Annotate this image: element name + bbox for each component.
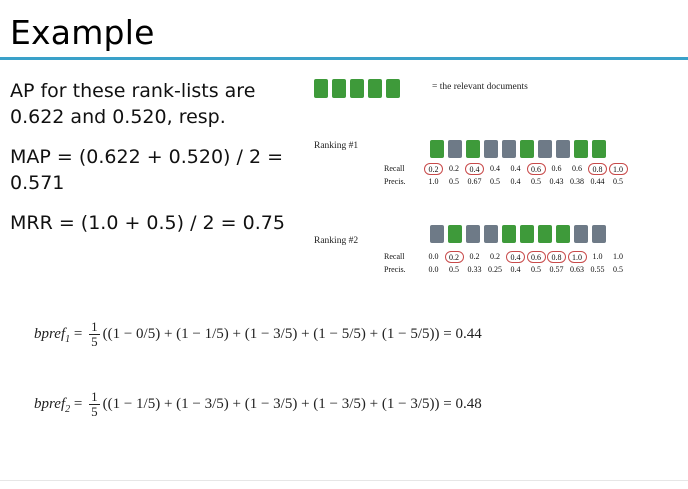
precision-value: 0.25 [488,265,502,274]
bpref-subscript: 2 [65,403,71,415]
recall-label: Recall [384,252,405,261]
precision-value: 0.5 [449,177,459,186]
recall-value: 1.0 [613,252,623,261]
precision-value: 0.55 [590,265,605,274]
recall-value: 1.0 [608,163,628,175]
recall-value: 1.0 [567,251,587,263]
legend-relevant-box [332,79,346,98]
precision-value: 0.5 [613,177,623,186]
precision-value: 0.33 [467,265,482,274]
bpref-2-formula: bpref2 = 1 5 ((1 − 1/5) + (1 − 3/5) + (1 −… [34,390,482,419]
relevant-document-box [520,140,534,158]
bullet-mrr: MRR = (1.0 + 0.5) / 2 = 0.75 [10,212,285,234]
legend-relevant-box [350,79,364,98]
recall-value: 0.4 [506,251,525,263]
recall-value: 0.6 [526,251,546,263]
bpref-symbol: bpref1 [34,325,71,345]
precision-value: 1.0 [428,177,439,186]
non-relevant-document-box [484,140,498,158]
precision-value: 0.57 [549,265,564,274]
precision-label: Precis. [384,265,406,274]
relevant-document-box [502,225,516,243]
recall-value: 0.4 [510,164,521,173]
recall-value: 0.0 [428,252,439,261]
fraction-numerator: 1 [89,319,100,335]
precision-value: 0.5 [531,177,541,186]
ranking-2-label: Ranking #2 [314,236,359,246]
recall-value: 0.6 [572,164,582,173]
legend: = the relevant documents [314,79,528,98]
non-relevant-document-box [592,225,606,243]
relevant-document-box [466,140,480,158]
relevant-document-box [592,140,606,158]
precision-value: 0.44 [590,177,605,186]
recall-value: 0.2 [449,164,459,173]
title-underline [0,57,688,60]
bullet-list: AP for these rank-lists are 0.622 and 0.… [10,78,310,250]
precision-label: Precis. [384,177,406,186]
precision-value: 0.5 [531,265,541,274]
bpref-subscript: 1 [65,333,71,345]
precision-value: 0.63 [570,265,584,274]
legend-relevant-boxes [314,79,404,98]
bullet-ap: AP for these rank-lists are 0.622 and 0.… [10,80,256,128]
relevant-document-box [538,225,552,243]
legend-relevant-box [386,79,400,98]
slide-title: Example [10,13,155,52]
precision-value: 0.67 [467,177,482,186]
recall-value: 0.6 [551,164,562,173]
recall-label: Recall [384,164,405,173]
relevant-document-box [448,225,462,243]
precision-value: 0.5 [449,265,459,274]
legend-text: = the relevant documents [432,82,528,92]
legend-relevant-box [368,79,382,98]
recall-value: 0.2 [444,251,464,263]
precision-value: 0.38 [570,177,584,186]
non-relevant-document-box [448,140,462,158]
formula-expression: ((1 − 0/5) + (1 − 1/5) + (1 − 3/5) + (1 … [102,325,482,342]
relevant-document-box [574,140,588,158]
non-relevant-document-box [538,140,552,158]
non-relevant-document-box [466,225,480,243]
recall-value: 0.4 [465,163,484,175]
precision-value: 0.4 [510,265,521,274]
bpref-symbol: bpref2 [34,395,71,415]
ranking-1-documents [430,140,610,158]
relevant-document-box [556,225,570,243]
precision-value: 0.0 [428,265,439,274]
ranking-2-documents [430,225,610,243]
non-relevant-document-box [502,140,516,158]
recall-value: 0.8 [588,163,607,175]
recall-value: 1.0 [592,252,603,261]
equals-sign: = [70,325,87,342]
fraction-numerator: 1 [89,389,100,405]
bullet-map: MAP = (0.622 + 0.520) / 2 = 0.571 [10,146,283,194]
recall-value: 0.6 [526,163,546,175]
recall-value: 0.2 [469,252,480,261]
relevant-document-box [430,140,444,158]
non-relevant-document-box [574,225,588,243]
non-relevant-document-box [484,225,498,243]
footer-rule [0,480,688,481]
recall-value: 0.4 [490,164,500,173]
recall-value: 0.2 [424,163,443,175]
formula-expression: ((1 − 1/5) + (1 − 3/5) + (1 − 3/5) + (1 … [102,395,482,412]
ranking-1-label: Ranking #1 [314,141,359,151]
precision-value: 0.4 [510,177,521,186]
precision-value: 0.5 [613,265,623,274]
fraction-denominator: 5 [91,334,98,349]
non-relevant-document-box [430,225,444,243]
relevant-document-box [520,225,534,243]
precision-value: 0.5 [490,177,500,186]
fraction-denominator: 5 [91,404,98,419]
non-relevant-document-box [556,140,570,158]
precision-value: 0.43 [549,177,564,186]
legend-relevant-box [314,79,328,98]
recall-value: 0.2 [490,252,500,261]
equals-sign: = [70,395,87,412]
bpref-1-formula: bpref1 = 1 5 ((1 − 0/5) + (1 − 1/5) + (1 −… [34,320,482,349]
recall-value: 0.8 [547,251,566,263]
